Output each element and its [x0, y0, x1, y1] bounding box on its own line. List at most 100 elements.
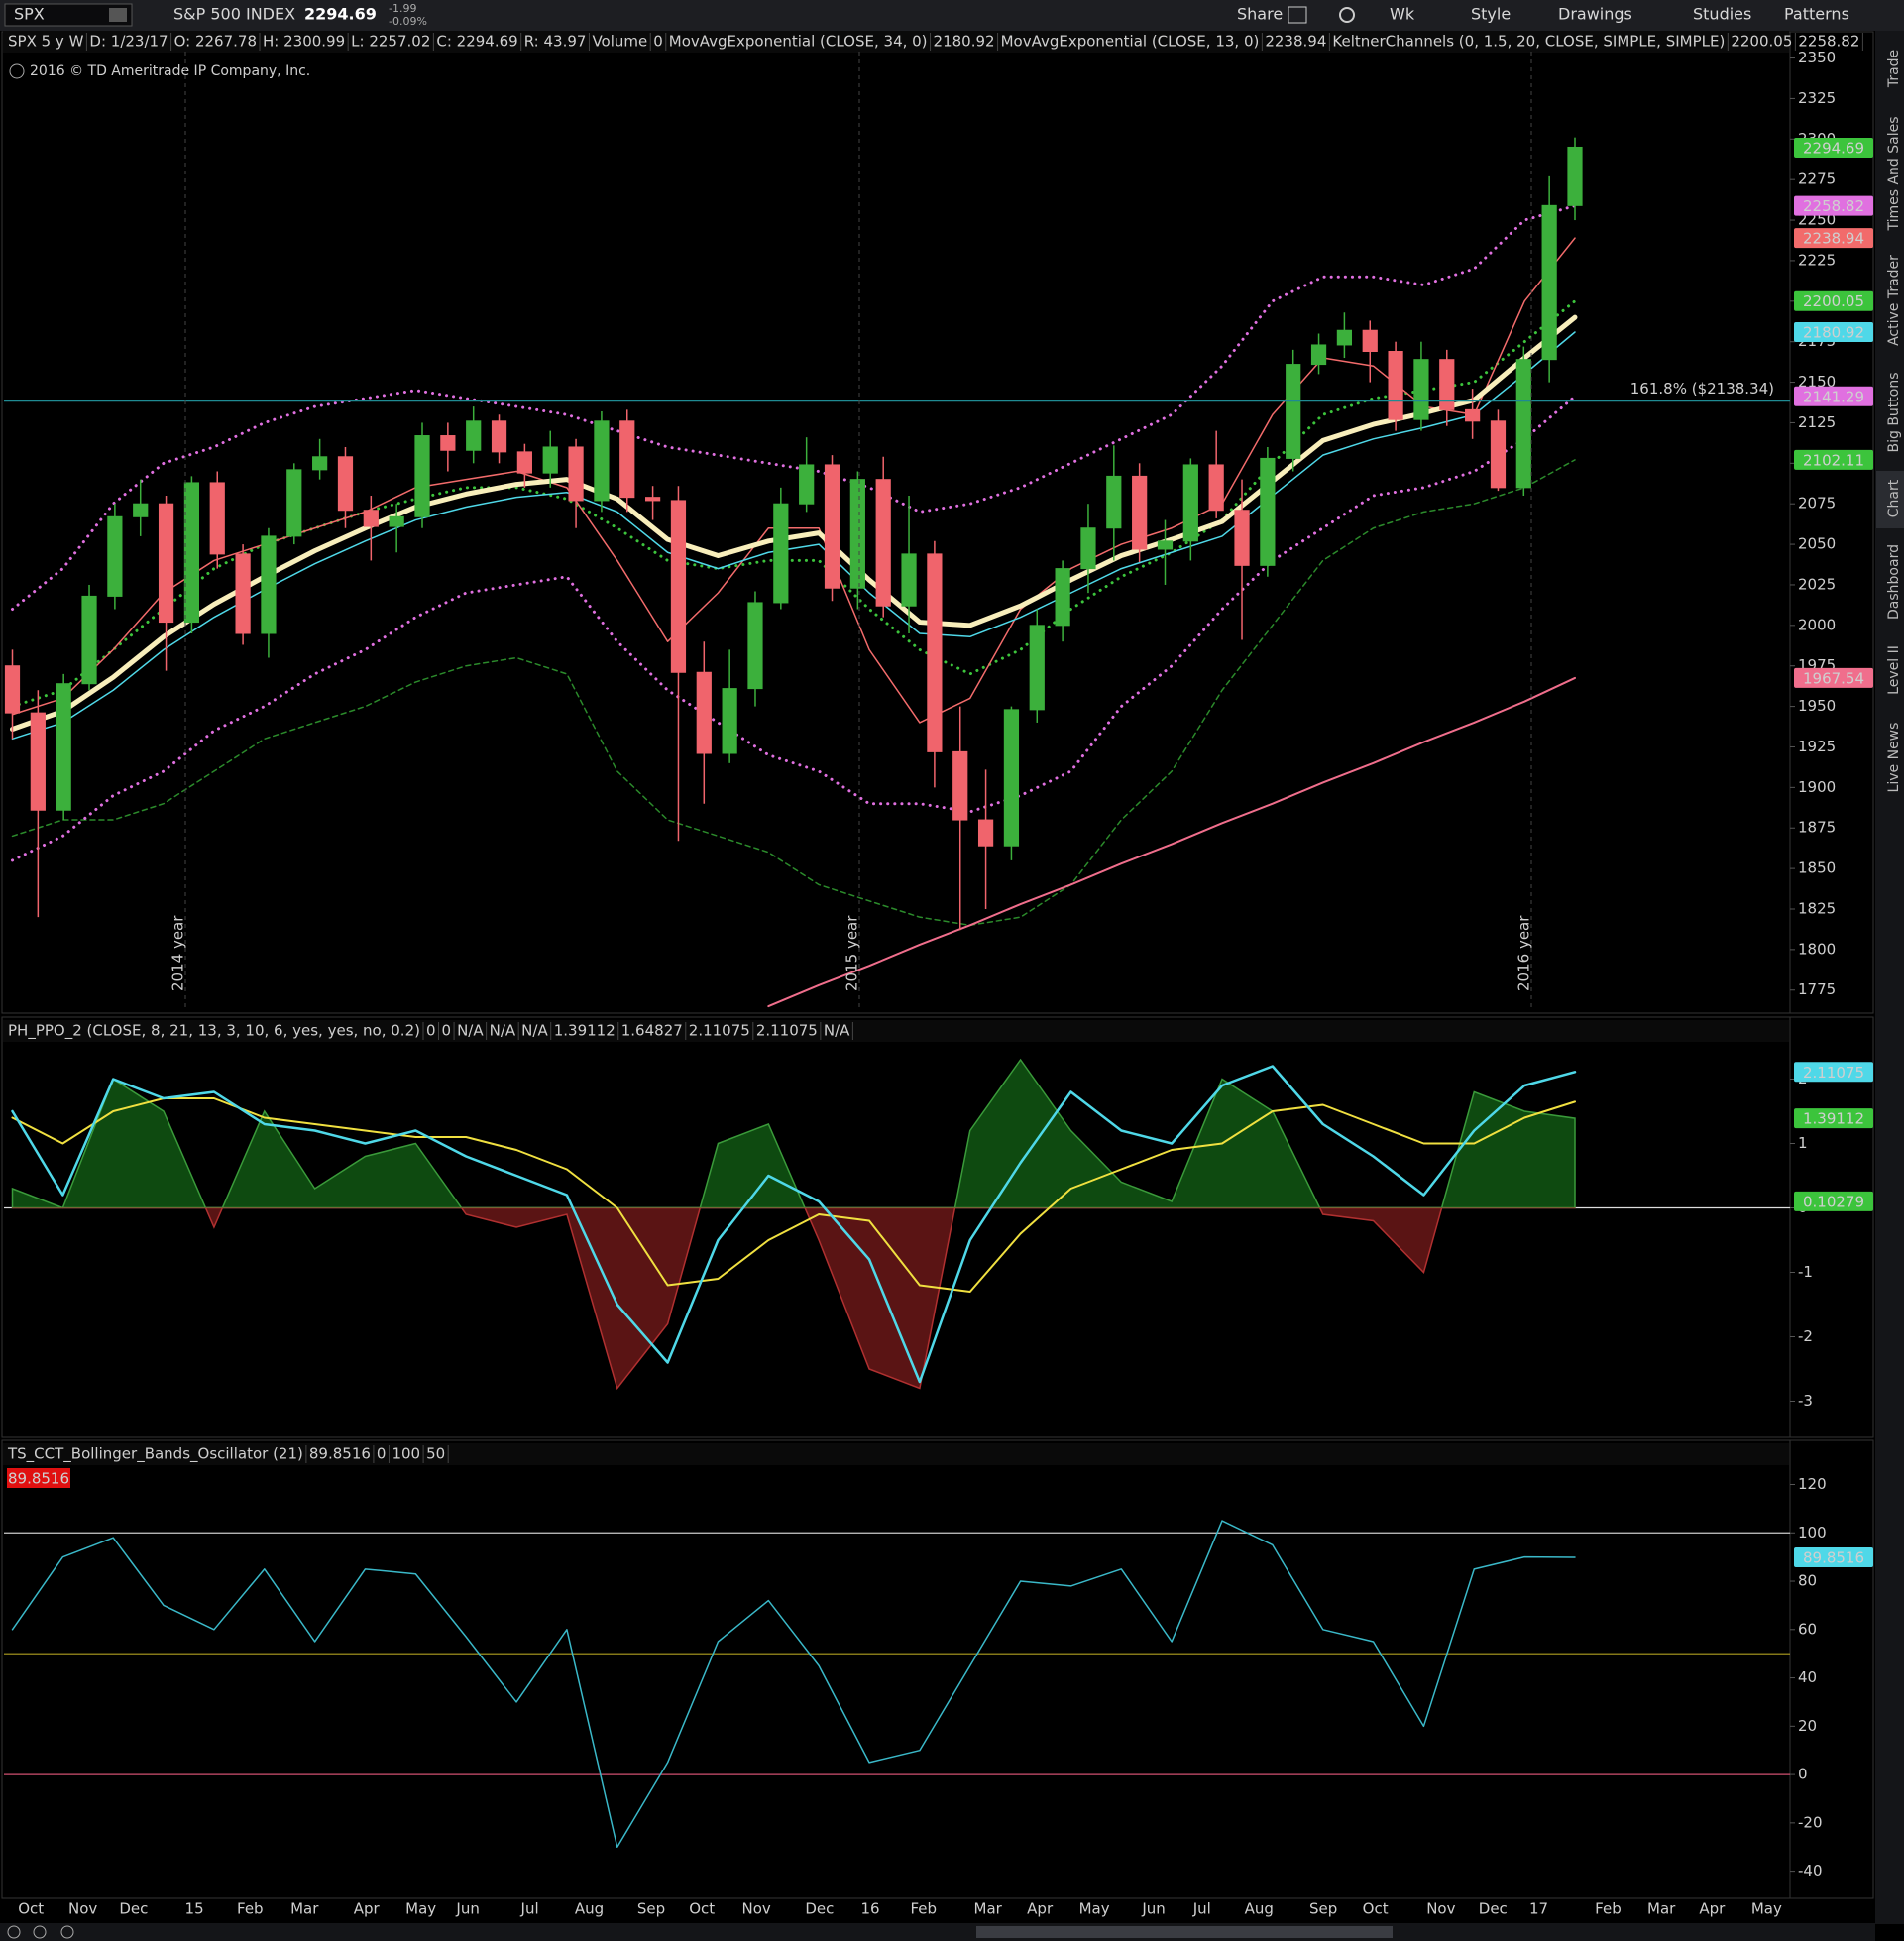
y-tick-label: 40 — [1798, 1668, 1817, 1686]
legend-bar — [3, 31, 1789, 53]
y-tick-label: 2075 — [1798, 495, 1836, 513]
y-tick-label: 60 — [1798, 1620, 1817, 1638]
candle-body — [312, 456, 328, 471]
sidebar-tab[interactable]: Dashboard — [1886, 544, 1902, 620]
x-tick-label: Oct — [1363, 1900, 1389, 1918]
symbol-dropdown[interactable] — [109, 8, 127, 22]
last-price: 2294.69 — [304, 5, 377, 24]
price-badge-label: 2102.11 — [1803, 451, 1864, 469]
legend-item: L: 2257.02 — [351, 33, 430, 51]
legend-item: 2180.92 — [934, 33, 995, 51]
sidebar-tab[interactable]: Chart — [1886, 479, 1902, 517]
candle-body — [747, 602, 763, 690]
zoom-in[interactable] — [7, 1925, 21, 1939]
y-tick-label: -40 — [1798, 1862, 1823, 1880]
x-tick-label: May — [1751, 1900, 1782, 1918]
price-badge — [1794, 1062, 1873, 1083]
indicator-line — [11, 1065, 1577, 1384]
candle-body — [1336, 329, 1353, 346]
legend-item: O: 2267.78 — [174, 33, 257, 51]
active-tab — [1876, 471, 1904, 528]
candle-body — [107, 515, 123, 597]
year-label: 2015 year — [843, 915, 861, 991]
price-badge — [1794, 137, 1873, 158]
legend-item: N/A — [490, 1022, 516, 1040]
sidebar — [1875, 31, 1904, 1924]
legend-item: 2258.82 — [1798, 33, 1859, 51]
legend-item: N/A — [521, 1022, 548, 1040]
sidebar-tab[interactable]: Live News — [1886, 723, 1902, 793]
candle-body — [516, 451, 532, 474]
price-badge — [1794, 449, 1873, 470]
price-badge-label: 2238.94 — [1803, 230, 1864, 248]
symbol-box[interactable] — [4, 3, 133, 27]
change: -1.99 — [389, 2, 416, 15]
studies-button[interactable]: Studies — [1693, 5, 1751, 24]
legend-item: MovAvgExponential (CLOSE, 34, 0) — [669, 33, 928, 51]
y-tick-label: 2150 — [1798, 373, 1836, 391]
x-tick-label: Sep — [637, 1900, 665, 1918]
sidebar-tab[interactable]: Active Trader — [1886, 255, 1902, 346]
legend-item: 100 — [392, 1445, 420, 1463]
candle-body — [1413, 359, 1429, 420]
candle-body — [183, 482, 200, 624]
y-tick-label: 0 — [1798, 1766, 1808, 1783]
candle-body — [1541, 204, 1557, 361]
candle-body — [440, 435, 456, 451]
scrollbar[interactable] — [976, 1926, 1393, 1938]
candle-body — [363, 510, 379, 527]
timeframe-button[interactable]: Wk — [1390, 5, 1415, 24]
zoom-in[interactable] — [33, 1925, 47, 1939]
y-tick-label: 120 — [1798, 1475, 1827, 1493]
legend-item: 1.39112 — [554, 1022, 616, 1040]
legend-bar — [3, 1443, 1789, 1465]
sidebar-tab[interactable]: Times And Sales — [1886, 116, 1902, 231]
candle-body — [133, 503, 149, 517]
legend-item: 2238.94 — [1265, 33, 1326, 51]
legend-item: H: 2300.99 — [263, 33, 345, 51]
candle-body — [542, 446, 558, 474]
y-tick-label: 2325 — [1798, 89, 1836, 107]
candle-body — [337, 456, 354, 512]
candle-body — [1055, 568, 1070, 627]
candle-body — [1132, 475, 1148, 550]
candle-body — [389, 515, 404, 527]
candle-body — [4, 665, 21, 714]
drawings-button[interactable]: Drawings — [1558, 5, 1632, 24]
price-badge-label: 2.11075 — [1803, 1064, 1864, 1082]
y-tick-label: 1775 — [1798, 980, 1836, 998]
settings-icon[interactable] — [1339, 7, 1355, 23]
indicator-line — [11, 395, 1577, 862]
price-badge — [1794, 1547, 1873, 1568]
candle-body — [491, 420, 507, 453]
y-tick-label: 1950 — [1798, 697, 1836, 715]
sidebar-tab[interactable]: Big Buttons — [1886, 372, 1902, 452]
style-button[interactable]: Style — [1471, 5, 1511, 24]
lab-icon[interactable] — [1288, 6, 1307, 24]
candle-body — [799, 464, 815, 505]
price-badge — [1794, 195, 1873, 216]
x-tick-label: Sep — [1309, 1900, 1337, 1918]
candle-body — [927, 553, 943, 752]
candle-body — [1157, 540, 1174, 550]
indicator-line — [11, 1097, 1576, 1293]
indicator-line — [767, 676, 1576, 1008]
candle-body — [1208, 464, 1224, 512]
candle-body — [670, 500, 687, 673]
candle-body — [1234, 510, 1250, 566]
zoom-out[interactable] — [60, 1925, 74, 1939]
x-tick-label: Mar — [290, 1900, 319, 1918]
candle-body — [568, 446, 584, 502]
sidebar-tab[interactable]: Level II — [1886, 645, 1902, 695]
patterns-button[interactable]: Patterns — [1784, 5, 1849, 24]
legend-item: 2.11075 — [756, 1022, 818, 1040]
candle-body — [1465, 408, 1481, 422]
y-tick-label: 2275 — [1798, 171, 1836, 188]
sidebar-tab[interactable]: Trade — [1886, 50, 1902, 88]
x-tick-label: Apr — [1699, 1900, 1726, 1918]
share-button[interactable]: Share — [1237, 5, 1283, 24]
legend-item: PH_PPO_2 (CLOSE, 8, 21, 13, 3, 10, 6, ye… — [8, 1022, 420, 1041]
price-badge — [1794, 228, 1873, 249]
